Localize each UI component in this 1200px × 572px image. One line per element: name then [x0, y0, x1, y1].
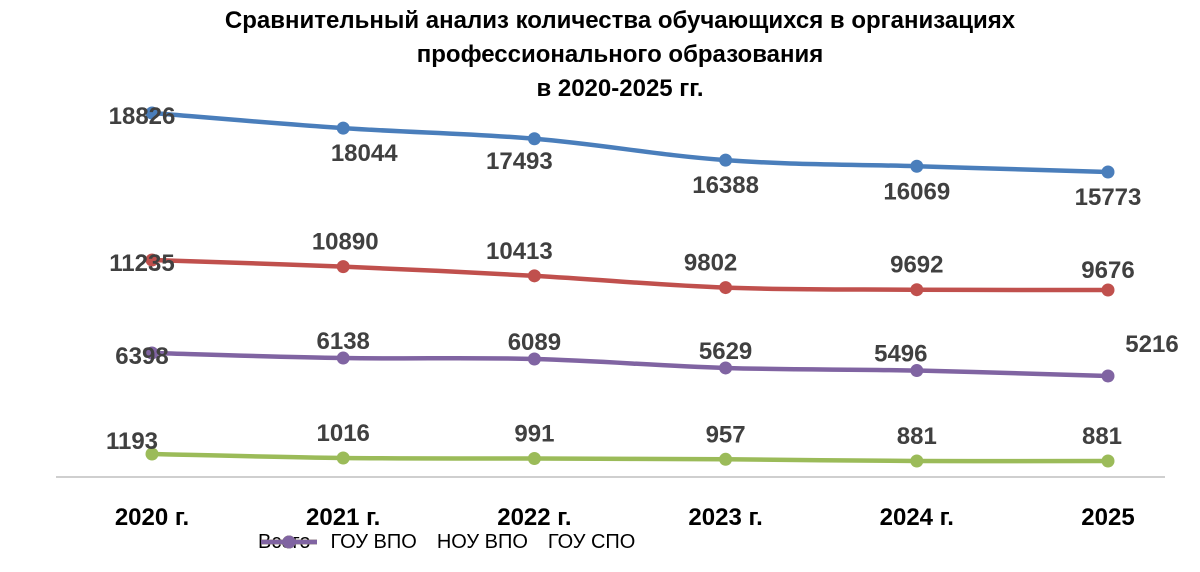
chart-title: Сравнительный анализ количества обучающи…	[0, 4, 1200, 106]
data-label: 6398	[115, 343, 168, 370]
data-label: 10890	[312, 229, 379, 256]
data-label: 957	[706, 421, 746, 448]
data-point	[1101, 165, 1115, 179]
data-point	[1101, 454, 1115, 468]
data-label: 6089	[508, 329, 561, 356]
x-tick-label: 2025	[1081, 504, 1134, 531]
x-tick-label: 2020 г.	[115, 504, 189, 531]
data-point	[145, 346, 159, 360]
data-point	[910, 283, 924, 297]
legend-label: ГОУ ВПО	[330, 530, 417, 553]
data-point	[336, 351, 350, 365]
series-line	[149, 257, 1111, 293]
data-label: 881	[1082, 423, 1122, 450]
data-point	[145, 253, 159, 267]
data-label: 5496	[874, 341, 927, 368]
data-label: 991	[514, 421, 554, 448]
data-label: 9692	[890, 252, 943, 279]
data-point	[527, 132, 541, 146]
data-point	[719, 361, 733, 375]
data-label: 9676	[1081, 257, 1134, 284]
series-line	[149, 110, 1111, 175]
legend-label: НОУ ВПО	[436, 530, 528, 553]
data-point	[145, 106, 159, 120]
data-label: 15773	[1075, 184, 1142, 211]
data-point	[1101, 369, 1115, 383]
data-point	[910, 364, 924, 378]
data-point	[719, 281, 733, 295]
data-label: 6138	[317, 328, 370, 355]
data-point	[336, 260, 350, 274]
data-label: 5216	[1125, 331, 1178, 358]
data-label: 1193	[106, 428, 158, 455]
data-point	[719, 452, 733, 466]
data-point	[145, 447, 159, 461]
legend-item: НОУ ВПО	[261, 530, 528, 554]
legend-label: ГОУ СПО	[547, 530, 636, 553]
data-point	[336, 121, 350, 135]
series-line	[149, 350, 1111, 379]
data-point	[910, 454, 924, 468]
legend-swatch	[261, 535, 317, 549]
data-point	[336, 451, 350, 465]
data-label: 16388	[692, 172, 759, 199]
legend-item: ГОУ ВПО	[261, 530, 417, 554]
data-label: 17493	[486, 148, 553, 175]
data-point	[527, 352, 541, 366]
data-label: 5629	[699, 338, 752, 365]
data-point	[1101, 283, 1115, 297]
data-label: 881	[897, 423, 937, 450]
chart-title-line-3: в 2020-2025 гг.	[536, 75, 704, 102]
x-tick-label: 2024 г.	[880, 504, 954, 531]
data-label: 1016	[317, 420, 370, 447]
legend-marker	[282, 535, 296, 549]
chart-title-line-2: профессионального образования	[416, 41, 824, 68]
series-line	[149, 451, 1111, 464]
x-tick-label: 2021 г.	[306, 504, 380, 531]
legend-item: ГОУ СПО	[261, 530, 636, 554]
data-label: 9802	[684, 250, 737, 277]
data-point	[910, 159, 924, 173]
data-label: 16069	[883, 178, 950, 205]
data-point	[719, 153, 733, 167]
data-label: 18826	[109, 103, 176, 130]
data-point	[527, 452, 541, 466]
data-label: 18044	[331, 140, 398, 167]
chart-title-line-1: Сравнительный анализ количества обучающи…	[224, 7, 1016, 34]
data-label: 10413	[486, 238, 553, 265]
x-tick-label: 2023 г.	[688, 504, 762, 531]
data-label: 11235	[109, 250, 174, 277]
x-tick-label: 2022 г.	[497, 504, 571, 531]
data-point	[527, 269, 541, 283]
